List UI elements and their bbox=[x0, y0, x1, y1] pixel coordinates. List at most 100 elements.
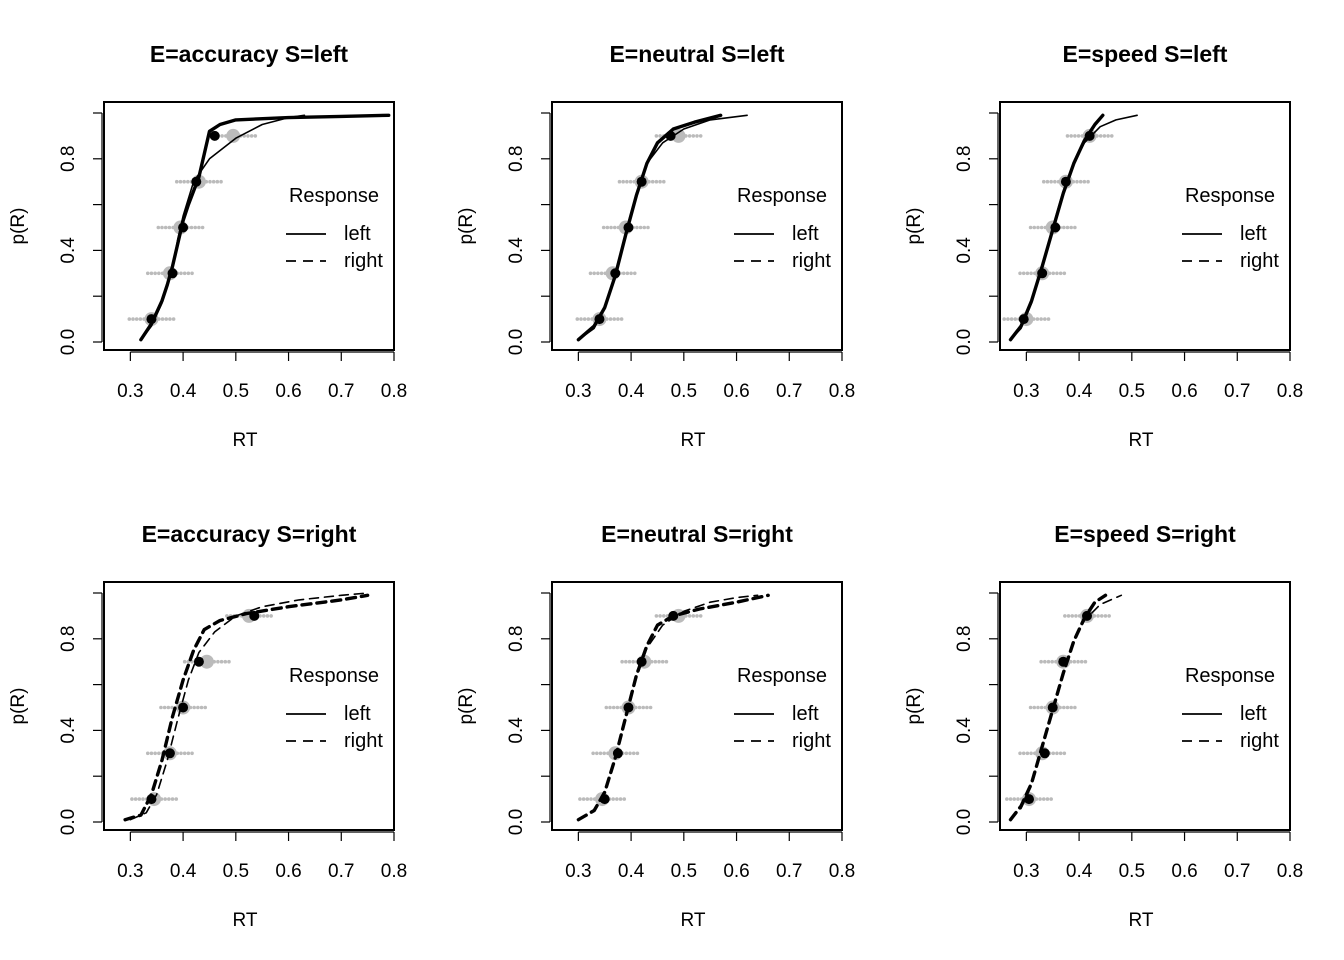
predicted-sample-dot bbox=[167, 225, 172, 230]
y-axis-label: p(R) bbox=[8, 208, 29, 245]
predicted-sample-dot bbox=[200, 225, 205, 230]
predicted-sample-dot bbox=[223, 659, 228, 664]
legend-label-right: right bbox=[344, 250, 383, 272]
legend-label-right: right bbox=[792, 250, 831, 272]
predicted-sample-dot bbox=[604, 705, 609, 710]
predicted-sample-dot bbox=[658, 179, 662, 184]
predicted-sample-dot bbox=[620, 659, 624, 664]
predicted-sample-dot bbox=[1021, 751, 1026, 756]
predicted-sample-dot bbox=[1051, 751, 1056, 756]
predicted-sample-dot bbox=[1072, 659, 1077, 664]
predicted-sample-dot bbox=[617, 179, 622, 184]
predicted-sample-dot bbox=[170, 797, 175, 801]
predicted-sample-dot bbox=[131, 317, 135, 321]
legend-label-right: right bbox=[1240, 730, 1279, 752]
predicted-sample-dot bbox=[642, 225, 647, 230]
predicted-sample-dot bbox=[1035, 317, 1040, 321]
predicted-sample-dot bbox=[182, 179, 186, 184]
data-layer bbox=[576, 593, 770, 822]
legend-title: Response bbox=[289, 665, 379, 687]
panel-title: E=speed S=right bbox=[1054, 521, 1236, 547]
x-axis: 0.3 0.4 0.5 0.6 0.7 0.8 bbox=[565, 351, 855, 402]
observed-quantile-point bbox=[1082, 610, 1092, 621]
predicted-sample-dot bbox=[1103, 614, 1108, 618]
x-tick-label: 0.5 bbox=[223, 381, 249, 402]
predicted-sample-dot bbox=[1025, 751, 1030, 756]
predicted-sample-dot bbox=[582, 317, 587, 321]
predicted-sample-dot bbox=[611, 797, 615, 801]
data-layer bbox=[127, 113, 391, 342]
y-tick-label: 0.4 bbox=[954, 717, 975, 744]
predicted-sample-dot bbox=[1039, 705, 1044, 710]
predicted-sample-dot bbox=[141, 797, 145, 801]
predicted-sample-dot bbox=[1043, 317, 1047, 321]
predicted-sample-dot bbox=[249, 134, 254, 138]
x-tick-label: 0.4 bbox=[618, 381, 645, 402]
predicted-sample-dot bbox=[598, 751, 603, 756]
observed-quantile-point bbox=[1084, 130, 1095, 141]
predicted-sample-dot bbox=[168, 317, 172, 321]
panel-3: E=speed S=left 0.3 0.4 0.5 0.6 0.7 0.8 RT 0.0 0.4… bbox=[904, 41, 1303, 451]
x-tick-label: 0.3 bbox=[1013, 861, 1039, 882]
predicted-sample-dot bbox=[579, 317, 583, 321]
predicted-sample-dot bbox=[127, 317, 132, 321]
predicted-sample-dot bbox=[211, 179, 216, 184]
legend-label-left: left bbox=[344, 223, 371, 245]
legend-title: Response bbox=[737, 665, 827, 687]
y-tick-label: 0.0 bbox=[58, 809, 79, 835]
predicted-sample-dot bbox=[196, 705, 200, 710]
observed-quantile-point bbox=[178, 702, 189, 713]
y-tick-label: 0.0 bbox=[954, 329, 975, 355]
y-axis: 0.0 0.4 0.8 bbox=[506, 592, 551, 835]
data-layer bbox=[1002, 113, 1138, 342]
observed-quantile-point bbox=[665, 130, 676, 141]
predicted-sample-dot bbox=[1055, 271, 1059, 276]
predicted-sample-dot bbox=[1045, 797, 1050, 801]
plot-frame bbox=[999, 581, 1291, 831]
predicted-sample-dot bbox=[167, 797, 171, 801]
y-axis-label: p(R) bbox=[456, 208, 477, 245]
predicted-sample-dot bbox=[654, 134, 659, 138]
x-axis: 0.3 0.4 0.5 0.6 0.7 0.8 bbox=[117, 351, 407, 402]
observed-quantile-point bbox=[636, 176, 647, 187]
x-axis-label: RT bbox=[1129, 910, 1154, 931]
observed-quantile-point bbox=[191, 176, 202, 187]
x-tick-label: 0.8 bbox=[829, 381, 855, 402]
predicted-sample-dot bbox=[650, 179, 655, 184]
predicted-sample-dot bbox=[1038, 797, 1042, 801]
x-tick-label: 0.4 bbox=[170, 381, 197, 402]
predicted-sample-dot bbox=[635, 225, 639, 230]
y-tick-label: 0.4 bbox=[954, 237, 975, 264]
legend-title: Response bbox=[1185, 185, 1275, 207]
predicted-sample-dot bbox=[628, 751, 632, 756]
predicted-sample-dot bbox=[227, 659, 231, 664]
predicted-sample-dot bbox=[134, 317, 139, 321]
x-axis: 0.3 0.4 0.5 0.6 0.7 0.8 bbox=[565, 831, 855, 882]
predicted-sample-dot bbox=[645, 705, 649, 710]
predicted-sample-dot bbox=[627, 659, 632, 664]
x-tick-label: 0.8 bbox=[381, 381, 407, 402]
x-tick-label: 0.7 bbox=[776, 861, 802, 882]
predicted-sample-dot bbox=[1039, 659, 1043, 664]
predicted-sample-dot bbox=[1073, 225, 1077, 230]
observed-quantile-point bbox=[612, 748, 623, 759]
predicted-sample-dot bbox=[1073, 705, 1077, 710]
x-tick-label: 0.5 bbox=[1119, 381, 1145, 402]
predicted-sample-dot bbox=[599, 271, 604, 276]
series-line-left-thick bbox=[576, 113, 723, 342]
predicted-sample-dot bbox=[612, 225, 617, 230]
legend: Response left right bbox=[734, 665, 831, 752]
observed-quantile-point bbox=[146, 794, 157, 805]
observed-quantile-point bbox=[178, 222, 189, 233]
predicted-sample-dot bbox=[145, 751, 150, 756]
predicted-sample-dot bbox=[1069, 705, 1073, 710]
x-axis-label: RT bbox=[233, 430, 258, 451]
predicted-sample-dot bbox=[1018, 271, 1022, 276]
x-axis: 0.3 0.4 0.5 0.6 0.7 0.8 bbox=[1013, 351, 1303, 402]
predicted-sample-dot bbox=[621, 179, 625, 184]
predicted-sample-dot bbox=[635, 751, 640, 756]
x-tick-label: 0.4 bbox=[618, 861, 645, 882]
